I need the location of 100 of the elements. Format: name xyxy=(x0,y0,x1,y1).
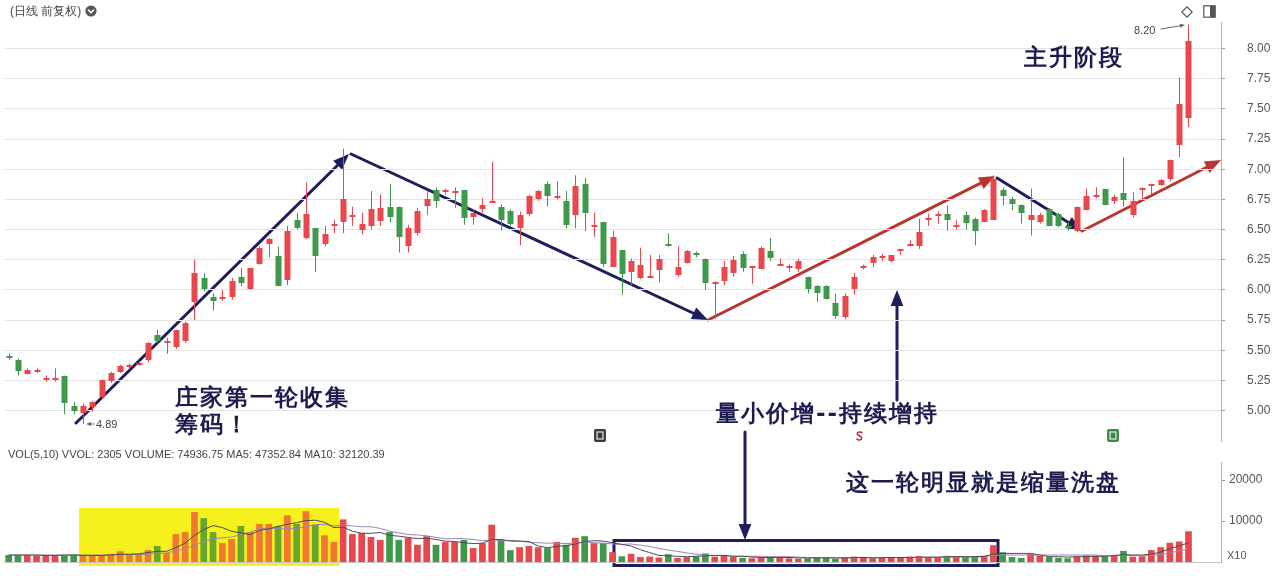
bar xyxy=(1008,557,1016,562)
candlestick xyxy=(563,190,570,229)
y-tick-label: 6.75 xyxy=(1247,191,1271,206)
bar xyxy=(525,546,533,562)
candlestick xyxy=(730,255,737,278)
candlestick xyxy=(182,320,189,344)
bar xyxy=(581,536,588,562)
candlestick xyxy=(944,204,951,232)
annotation: 8.20 xyxy=(1134,23,1156,37)
bar xyxy=(376,539,384,562)
candlestick xyxy=(489,161,496,204)
candlestick xyxy=(368,190,375,231)
candlestick xyxy=(554,180,561,200)
bar xyxy=(506,550,514,562)
bar xyxy=(609,552,616,562)
candlestick xyxy=(498,203,505,232)
y-tick-label: 6.50 xyxy=(1247,221,1271,236)
bar xyxy=(785,558,793,562)
bar xyxy=(859,557,867,562)
candlestick xyxy=(517,210,524,246)
bar xyxy=(441,541,449,562)
candlestick xyxy=(303,182,310,240)
candlestick xyxy=(740,250,747,273)
bar xyxy=(33,555,40,562)
bar xyxy=(655,557,663,562)
bar xyxy=(897,557,904,562)
y-tick-label: 8.00 xyxy=(1247,40,1271,55)
candlestick xyxy=(359,212,366,235)
y-tick-label: 6.25 xyxy=(1247,252,1271,267)
candlestick xyxy=(387,183,394,223)
bar xyxy=(218,543,226,562)
candlestick xyxy=(712,280,719,320)
bar xyxy=(284,515,291,562)
candlestick xyxy=(526,194,533,217)
candlestick xyxy=(916,218,923,250)
bar xyxy=(367,537,375,562)
bar xyxy=(414,544,421,562)
candlestick xyxy=(544,180,551,208)
chart-title: (日线 前复权) xyxy=(10,3,82,19)
candlestick xyxy=(656,254,663,284)
candlestick xyxy=(842,293,849,320)
candlestick xyxy=(424,190,431,216)
bar xyxy=(1138,556,1146,562)
bar xyxy=(544,548,551,562)
candlestick xyxy=(238,267,245,287)
bar xyxy=(479,543,486,562)
candlestick xyxy=(702,258,709,291)
candlestick xyxy=(256,245,263,266)
candlestick xyxy=(1120,156,1127,208)
candlestick xyxy=(52,367,59,383)
bar xyxy=(163,552,170,562)
candlestick xyxy=(247,267,254,291)
y-tick-label: 5.75 xyxy=(1247,312,1271,327)
candlestick xyxy=(349,206,356,227)
bar xyxy=(683,557,691,562)
y-tick-label: 5.00 xyxy=(1247,402,1271,417)
bar xyxy=(748,558,756,562)
bar xyxy=(1055,557,1062,562)
bar xyxy=(423,536,431,562)
candlestick xyxy=(637,247,644,280)
bar xyxy=(776,557,784,562)
bar xyxy=(469,548,477,562)
y-tick-label: 10000 xyxy=(1229,513,1263,528)
bar xyxy=(794,558,802,562)
bar xyxy=(191,512,198,562)
candlestick xyxy=(414,207,421,237)
candlestick xyxy=(1000,186,1007,206)
y-tick-label: 20000 xyxy=(1229,472,1263,487)
candlestick xyxy=(972,217,979,246)
bar xyxy=(1045,557,1053,562)
y-tick-label: 7.75 xyxy=(1247,71,1271,86)
annotation: 量小价增--持续增持 xyxy=(716,400,940,427)
candlestick xyxy=(1046,207,1053,227)
bar xyxy=(321,535,328,562)
candlestick xyxy=(340,148,347,234)
candlestick xyxy=(229,277,236,301)
candlestick xyxy=(1074,206,1081,233)
y-tick-label: 6.00 xyxy=(1247,282,1271,297)
candlestick xyxy=(266,237,273,258)
bar xyxy=(590,543,598,562)
bar xyxy=(534,547,542,562)
y-tick-label: 7.00 xyxy=(1247,161,1271,176)
candlestick xyxy=(767,237,774,262)
candlestick xyxy=(851,272,858,296)
bar xyxy=(832,558,839,562)
bar xyxy=(646,556,654,562)
bar xyxy=(674,557,681,562)
bar xyxy=(386,532,393,562)
candlestick xyxy=(963,210,970,231)
candlestick xyxy=(591,212,598,238)
y-tick-label: 5.25 xyxy=(1247,372,1271,387)
bar xyxy=(88,555,96,562)
bar xyxy=(739,557,746,562)
y-tick-label: 5.50 xyxy=(1247,342,1271,357)
candlestick xyxy=(201,272,208,292)
y-tick-label: 7.50 xyxy=(1247,101,1271,116)
y-axis-title: X10 xyxy=(1227,548,1247,561)
bar xyxy=(637,557,644,562)
bar xyxy=(349,534,356,562)
bar xyxy=(395,539,403,562)
